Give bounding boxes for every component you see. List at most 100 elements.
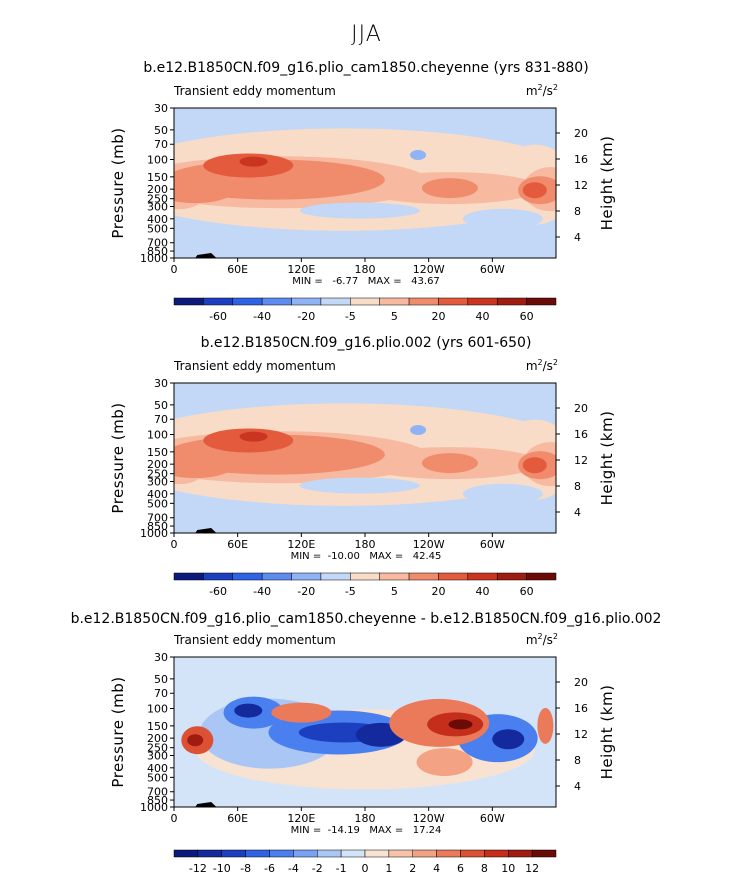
- colorbar-label: 5: [391, 310, 398, 323]
- colorbar-label: 4: [433, 862, 440, 875]
- colorbar-label: 20: [431, 585, 445, 598]
- height-tick-label: 20: [574, 676, 588, 689]
- left-string: Transient eddy momentum: [173, 633, 336, 647]
- colorbar-label: 40: [476, 310, 490, 323]
- left-string: Transient eddy momentum: [173, 359, 336, 373]
- colorbar-label: 10: [501, 862, 515, 875]
- colorbar-label: 60: [520, 585, 534, 598]
- y-tick-label: 300: [147, 475, 168, 488]
- colorbar-label: 6: [457, 862, 464, 875]
- colorbar-swatch: [460, 849, 485, 858]
- colorbar-label: -20: [297, 310, 315, 323]
- height-tick-label: 8: [574, 480, 581, 493]
- min-max-text: MIN = -10.00 MAX = 42.45: [291, 551, 442, 562]
- x-tick-label: 180: [355, 538, 376, 551]
- y-tick-label: 70: [154, 413, 168, 426]
- x-tick-label: 0: [171, 538, 178, 551]
- x-tick-label: 60E: [227, 538, 248, 551]
- x-tick-label: 120W: [413, 538, 445, 551]
- y-tick-label: 100: [147, 154, 168, 167]
- y-tick-label: 850: [147, 520, 168, 533]
- y-tick-label: 70: [154, 687, 168, 700]
- colorbar-label: -8: [240, 862, 251, 875]
- colorbar-swatch: [317, 849, 342, 858]
- min-max-text: MIN = -6.77 MAX = 43.67: [292, 276, 440, 287]
- colorbar-swatch: [364, 849, 390, 858]
- colorbar-label: -40: [253, 585, 271, 598]
- y-axis-label: Pressure (mb): [109, 676, 127, 787]
- colorbar-label: -5: [345, 585, 356, 598]
- y-tick-label: 500: [147, 497, 168, 510]
- height-tick-label: 20: [574, 127, 588, 140]
- y-axis-label: Pressure (mb): [109, 402, 127, 513]
- colorbar-label: 0: [362, 862, 369, 875]
- y-axis-label-right: Height (km): [598, 411, 616, 506]
- y-tick-label: 400: [147, 762, 168, 775]
- colorbar-swatch: [197, 849, 222, 858]
- x-tick-label: 120E: [287, 812, 315, 825]
- height-tick-label: 4: [574, 780, 581, 793]
- colorbar-label: 8: [481, 862, 488, 875]
- y-tick-label: 500: [147, 771, 168, 784]
- y-tick-label: 100: [147, 429, 168, 442]
- x-tick-label: 180: [355, 263, 376, 276]
- x-tick-label: 0: [171, 812, 178, 825]
- y-tick-label: 1000: [140, 252, 168, 265]
- height-tick-label: 16: [574, 702, 588, 715]
- y-tick-label: 700: [147, 237, 168, 250]
- contour-field: [174, 383, 556, 533]
- y-tick-label: 700: [147, 512, 168, 525]
- colorbar-label: -60: [209, 310, 227, 323]
- y-tick-label: 50: [154, 399, 168, 412]
- colorbar-label: 12: [525, 862, 539, 875]
- height-tick-label: 12: [574, 179, 588, 192]
- colorbar-label: -20: [297, 585, 315, 598]
- y-tick-label: 700: [147, 786, 168, 799]
- units-label: m2/s2: [526, 358, 558, 373]
- panel-title: b.e12.B1850CN.f09_g16.plio_cam1850.cheye…: [143, 60, 588, 76]
- height-tick-label: 16: [574, 428, 588, 441]
- x-tick-label: 60E: [227, 812, 248, 825]
- y-tick-label: 250: [147, 193, 168, 206]
- y-tick-label: 850: [147, 794, 168, 807]
- colorbar-label: 1: [385, 862, 392, 875]
- colorbar-label: -5: [345, 310, 356, 323]
- colorbar-swatch: [388, 849, 413, 858]
- topography: [195, 528, 217, 533]
- y-tick-label: 500: [147, 222, 168, 235]
- colorbar-label: 2: [409, 862, 416, 875]
- colorbar-label: 40: [476, 585, 490, 598]
- colorbar-swatch: [412, 849, 437, 858]
- height-tick-label: 4: [574, 506, 581, 519]
- colorbar-swatch: [221, 849, 246, 858]
- y-tick-label: 400: [147, 488, 168, 501]
- min-max-text: MIN = -14.19 MAX = 17.24: [291, 825, 442, 836]
- x-tick-label: 120E: [287, 538, 315, 551]
- colorbar-swatch: [269, 849, 294, 858]
- y-tick-label: 100: [147, 703, 168, 716]
- height-tick-label: 8: [574, 754, 581, 767]
- y-tick-label: 150: [147, 720, 168, 733]
- y-axis-label-right: Height (km): [598, 685, 616, 780]
- contour-field: [174, 108, 556, 258]
- colorbar-label: -10: [213, 862, 231, 875]
- y-tick-label: 30: [154, 377, 168, 390]
- colorbar-label: -6: [264, 862, 275, 875]
- topography: [195, 802, 217, 807]
- y-tick-label: 300: [147, 200, 168, 213]
- y-tick-label: 400: [147, 213, 168, 226]
- y-tick-label: 50: [154, 124, 168, 137]
- x-tick-label: 60W: [480, 263, 505, 276]
- colorbar-swatch: [484, 849, 509, 858]
- y-tick-label: 150: [147, 171, 168, 184]
- height-tick-label: 8: [574, 205, 581, 218]
- y-axis-label-right: Height (km): [598, 136, 616, 231]
- height-tick-label: 12: [574, 728, 588, 741]
- contour-field: [174, 657, 556, 807]
- colorbar-label: 5: [391, 585, 398, 598]
- y-tick-label: 200: [147, 183, 168, 196]
- y-tick-label: 70: [154, 138, 168, 151]
